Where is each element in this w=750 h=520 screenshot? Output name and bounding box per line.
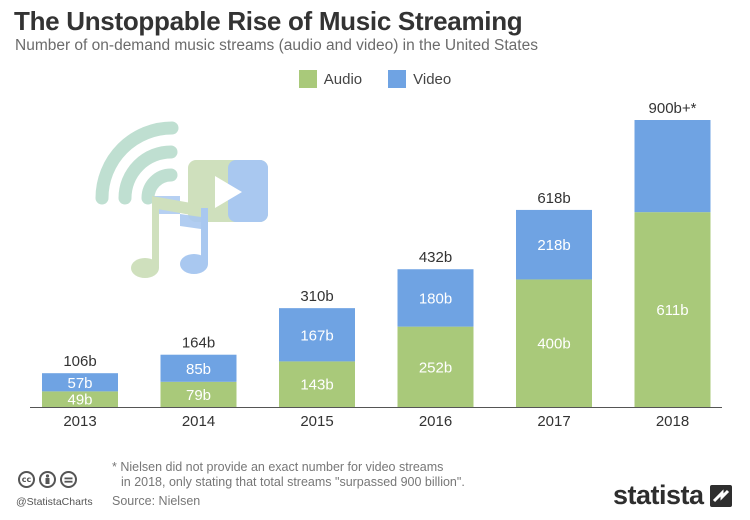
music-note-icon — [131, 196, 208, 278]
legend-label-video: Video — [413, 70, 452, 88]
total-label-2018: 900b+* — [649, 100, 697, 117]
footnote-line-1: * Nielsen did not provide an exact numbe… — [112, 460, 444, 474]
no-derivatives-icon[interactable] — [60, 471, 77, 488]
data-label-audio-2015: 143b — [300, 377, 333, 394]
legend-item-video: Video — [388, 70, 451, 88]
bar-video-2014 — [160, 354, 237, 382]
bar-video-2016 — [397, 269, 474, 327]
data-label-audio-2018: 611b — [656, 302, 688, 319]
total-label-2013: 106b — [63, 353, 96, 370]
legend-swatch-audio — [298, 70, 317, 88]
brand-name: statista — [613, 480, 704, 510]
license-icons: cc — [18, 471, 77, 488]
bar-audio-2014 — [160, 381, 237, 407]
bar-audio-2018 — [634, 212, 711, 407]
x-tick-label-2016: 2016 — [419, 413, 452, 430]
page-subtitle: Number of on-demand music streams (audio… — [15, 37, 538, 54]
total-label-2017: 618b — [537, 190, 570, 207]
data-label-audio-2014: 79b — [186, 387, 211, 404]
total-label-2015: 310b — [300, 288, 333, 305]
page-title: The Unstoppable Rise of Music Streaming — [14, 6, 523, 36]
source-note: Source: Nielsen — [112, 494, 201, 508]
x-tick-label-2014: 2014 — [182, 413, 215, 430]
data-label-video-2014: 85b — [186, 361, 211, 378]
statista-logo[interactable]: statista — [613, 480, 732, 511]
x-tick-label-2013: 2013 — [63, 413, 96, 430]
x-tick-label-2017: 2017 — [537, 413, 570, 430]
data-label-audio-2016: 252b — [419, 359, 452, 376]
attribution-icon[interactable] — [39, 471, 56, 488]
data-label-video-2016: 180b — [419, 290, 452, 307]
legend-swatch-video — [388, 70, 407, 88]
data-label-audio-2017: 400b — [537, 336, 570, 353]
cc-license-icon[interactable]: cc — [18, 471, 35, 488]
bar-audio-2013 — [42, 391, 118, 407]
bar-video-2015 — [279, 308, 355, 362]
statista-logo-icon — [709, 484, 732, 507]
x-tick-label-2015: 2015 — [300, 413, 333, 430]
bar-video-2018 — [634, 120, 711, 213]
legend-item-audio: Audio — [298, 70, 363, 88]
bar-video-2013 — [42, 373, 118, 392]
total-label-2014: 164b — [182, 335, 215, 352]
statista-charts-handle[interactable]: @StatistaCharts — [16, 496, 93, 508]
footnote-line-2: in 2018, only stating that total streams… — [121, 475, 465, 489]
data-label-video-2017: 218b — [537, 237, 570, 254]
total-label-2016: 432b — [419, 249, 452, 266]
bar-audio-2016 — [397, 326, 474, 407]
data-label-video-2013: 57b — [67, 375, 92, 392]
bar-video-2017 — [516, 209, 592, 280]
wifi-signal-icon — [95, 121, 179, 205]
bar-audio-2017 — [516, 279, 592, 407]
footnote: * Nielsen did not provide an exact numbe… — [112, 460, 502, 490]
legend-label-audio: Audio — [323, 70, 363, 88]
data-label-video-2015: 167b — [300, 327, 333, 344]
data-label-audio-2013: 49b — [67, 392, 92, 409]
streaming-illustration — [95, 121, 268, 278]
chart-legend: Audio Video — [0, 70, 750, 88]
x-tick-label-2018: 2018 — [656, 413, 689, 430]
bar-audio-2015 — [279, 361, 355, 407]
